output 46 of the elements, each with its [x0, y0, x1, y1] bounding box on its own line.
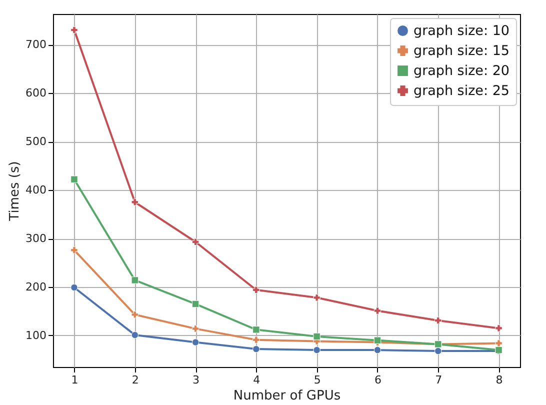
- point: [252, 336, 260, 344]
- point: [192, 238, 200, 246]
- point: [252, 286, 260, 294]
- x-tick-label: 6: [374, 374, 382, 386]
- point: [313, 294, 320, 302]
- y-tick-label: 300: [26, 232, 46, 246]
- point: [192, 300, 200, 308]
- point: [70, 176, 78, 183]
- y-tick-label: 400: [26, 184, 46, 197]
- point: [131, 331, 138, 339]
- point: [131, 311, 138, 318]
- point: [495, 340, 502, 347]
- point: [131, 198, 138, 206]
- point: [70, 26, 78, 34]
- point: [192, 338, 200, 346]
- point: [313, 346, 320, 354]
- x-tick-label: 1: [71, 374, 78, 386]
- point: [70, 246, 78, 254]
- point: [495, 324, 502, 332]
- y-tick-label: 700: [26, 38, 46, 52]
- point: [434, 316, 442, 324]
- point: [131, 276, 138, 284]
- x-tick-label: 3: [192, 374, 200, 386]
- y-tick-label: 500: [26, 135, 46, 148]
- point: [252, 345, 260, 353]
- x-axis-title: Number of GPUs: [233, 388, 341, 404]
- y-axis-title: Times (s): [8, 161, 23, 222]
- legend-label: graph size: 25: [414, 82, 510, 99]
- legend-label: graph size: 10: [414, 22, 510, 39]
- x-tick-label: 7: [435, 374, 442, 386]
- point: [70, 284, 78, 292]
- y-tick-label: 100: [26, 328, 46, 342]
- point: [374, 346, 382, 354]
- point: [313, 332, 320, 340]
- legend-label: graph size: 15: [414, 42, 510, 59]
- point: [434, 347, 442, 355]
- x-tick-label: 8: [496, 374, 503, 386]
- x-tick-label: 5: [314, 374, 321, 386]
- point: [252, 326, 260, 334]
- x-tick-label: 2: [132, 374, 139, 386]
- y-tick-label: 200: [26, 280, 46, 294]
- y-tick-label: 600: [26, 86, 46, 100]
- x-tick-label: 4: [253, 374, 260, 386]
- legend-label: graph size: 20: [414, 62, 510, 79]
- point: [192, 325, 200, 332]
- point: [374, 307, 382, 314]
